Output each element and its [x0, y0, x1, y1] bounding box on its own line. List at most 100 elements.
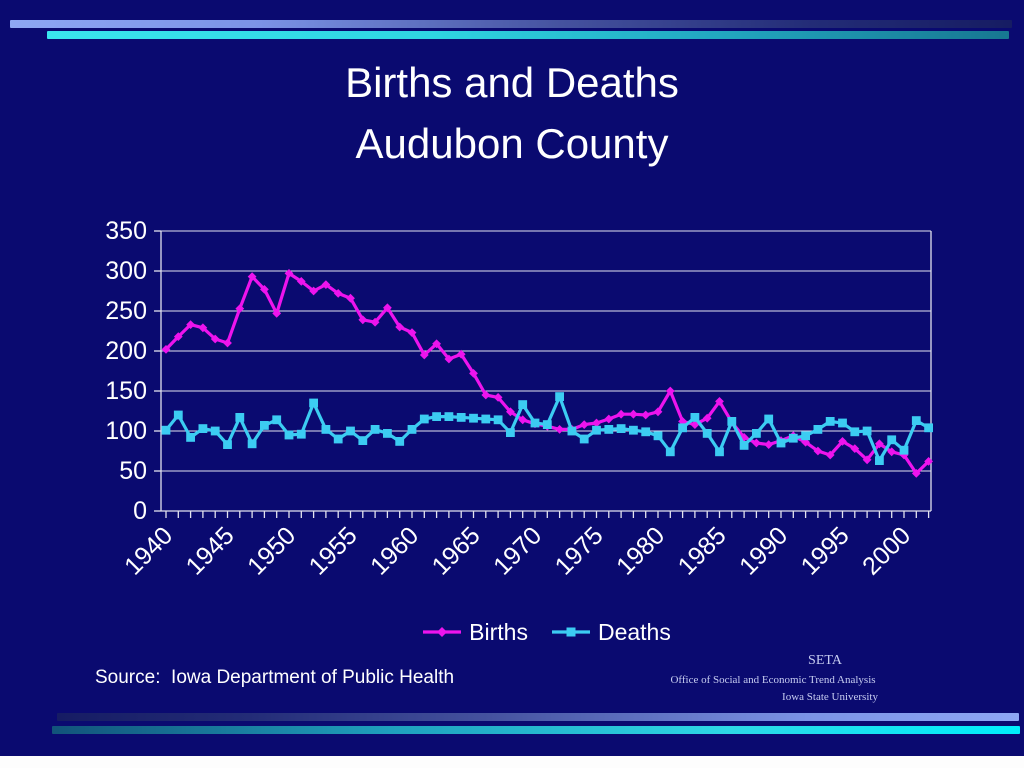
deaths-data-point [173, 410, 183, 420]
x-tick-label: 1940 [119, 521, 178, 580]
deaths-data-point [186, 433, 195, 442]
deaths-data-point [333, 434, 343, 444]
births-data-point [887, 447, 897, 457]
deaths-data-point [542, 420, 552, 429]
deaths-data-point [309, 398, 318, 408]
births-data-point [862, 455, 872, 465]
births-data-point [358, 315, 368, 325]
deaths-data-point [296, 429, 306, 439]
births-data-point [432, 339, 441, 349]
x-tick-label: 1975 [550, 521, 609, 580]
seta-org-abbrev: SETA [808, 653, 842, 668]
births-data-point [555, 425, 564, 434]
deaths-data-point [321, 425, 331, 434]
births-data-point [715, 397, 724, 406]
deaths-data-point [924, 423, 933, 433]
deaths-data-point [260, 421, 269, 430]
deaths-data-point [579, 434, 589, 444]
births-data-point [604, 414, 614, 424]
deaths-data-point [850, 427, 860, 437]
births-data-point [875, 439, 884, 449]
deaths-data-point [899, 445, 909, 455]
deaths-data-point [198, 424, 208, 433]
legend-label-births: Births [469, 618, 528, 645]
y-tick-label: 200 [105, 337, 147, 365]
x-tick-label: 1985 [673, 521, 732, 580]
deaths-data-point [862, 426, 872, 436]
bottom-accent-bar-blue [57, 713, 1019, 721]
births-data-point [899, 450, 909, 460]
deaths-data-point [616, 424, 626, 433]
deaths-data-point [604, 425, 614, 434]
births-data-point [383, 303, 392, 313]
deaths-data-point [764, 414, 774, 424]
births-data-point [752, 438, 761, 448]
births-data-point [579, 420, 589, 429]
births-data-point [764, 440, 774, 449]
births-data-point [653, 407, 663, 417]
deaths-data-point [875, 456, 884, 465]
seta-university: Iowa State University [782, 691, 878, 703]
slide-title-line2: Audubon County [355, 120, 669, 167]
births-data-point [161, 345, 171, 354]
deaths-data-point [518, 400, 528, 409]
x-tick-label: 1945 [181, 521, 240, 580]
legend-item-deaths: Deaths [550, 619, 671, 646]
x-tick-label: 1965 [427, 521, 486, 580]
chart-legend: Births Deaths [346, 615, 746, 649]
births-data-point [518, 415, 528, 425]
births-data-point [370, 317, 380, 327]
births-data-point [333, 289, 343, 298]
deaths-data-point [284, 430, 294, 440]
gridlines [161, 230, 931, 472]
y-tick-label: 300 [105, 257, 147, 285]
births-data-point [850, 444, 860, 453]
births-data-point [641, 410, 651, 420]
deaths-data-point [776, 438, 786, 448]
births-data-point [665, 386, 675, 396]
x-axis-labels: 1940 1945 1950 1955 1960 1965 1970 1975 1980 1985… [119, 521, 916, 580]
deaths-data-point [493, 415, 503, 425]
deaths-data-point [407, 425, 417, 434]
births-data-point [592, 418, 601, 428]
deaths-data-point [210, 426, 220, 436]
legend-label-deaths: Deaths [597, 618, 671, 645]
slide-title-line1: Births and Deaths [345, 59, 679, 106]
seta-org-name: Office of Social and Economic Trend Anal… [670, 674, 876, 686]
deaths-data-point [469, 413, 478, 423]
top-accent-bar-cyan [47, 31, 1009, 39]
births-data-point [469, 369, 478, 378]
y-tick-label: 150 [105, 377, 147, 405]
births-data-point [444, 354, 454, 364]
deaths-data-point [727, 417, 737, 426]
x-tick-label: 1955 [304, 521, 363, 580]
deaths-data-point [592, 425, 601, 435]
slide-title: Births and Deaths Audubon County [0, 52, 1024, 174]
deaths-data-point [629, 425, 638, 435]
deaths-data-point [383, 429, 392, 438]
deaths-data-point [346, 426, 355, 436]
deaths-data-point [678, 423, 687, 433]
births-data-point [247, 272, 257, 281]
bottom-margin-strip [0, 756, 1024, 768]
deaths-data-point [555, 392, 564, 401]
x-tick-label: 1970 [488, 521, 547, 580]
births-data-point [616, 409, 626, 419]
births-data-point [235, 304, 245, 313]
births-data-point [272, 309, 282, 318]
axis-ticks [154, 230, 930, 518]
deaths-data-point [752, 429, 761, 438]
births-data-point [395, 322, 405, 332]
deaths-data-point [161, 425, 171, 435]
births-line-swatch-icon [423, 627, 462, 637]
deaths-data-point [506, 428, 515, 437]
births-data-point [223, 338, 232, 348]
births-data-point [911, 469, 921, 478]
births-data-point [813, 446, 823, 456]
births-data-point [838, 437, 847, 446]
deaths-data-point [247, 439, 257, 449]
deaths-data-point [801, 431, 810, 441]
deaths-data-point [419, 414, 429, 424]
deaths-data-point [481, 414, 491, 424]
